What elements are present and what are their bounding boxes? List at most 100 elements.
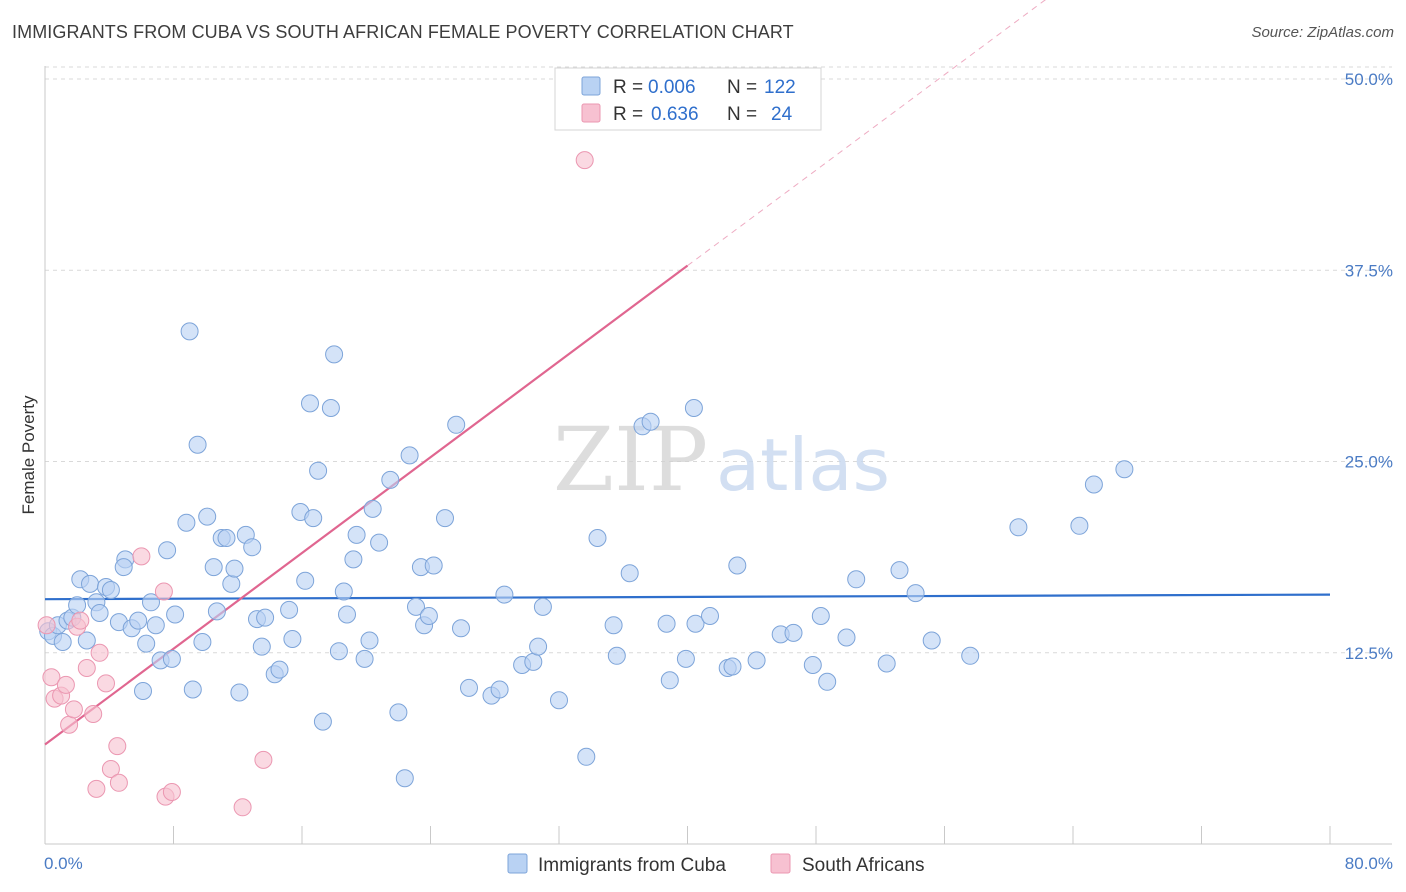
data-point	[37, 616, 56, 635]
x-tick-label-min: 0.0%	[44, 854, 83, 873]
data-point	[270, 660, 289, 679]
legend-swatch-cuba	[581, 76, 601, 96]
data-point	[363, 499, 382, 518]
series-cuba-points	[39, 322, 1134, 788]
x-tick-label-max: 80.0%	[1345, 854, 1393, 873]
y-axis-label: Female Poverty	[19, 395, 38, 515]
data-point	[837, 628, 856, 647]
stats-legend: R = 0.006 N = 122 R = 0.636 N = 24	[554, 67, 822, 131]
data-points	[37, 151, 1134, 817]
data-point	[460, 678, 478, 697]
data-point	[329, 642, 348, 661]
data-point	[42, 668, 61, 687]
data-point	[1115, 460, 1134, 479]
data-point	[158, 541, 177, 560]
data-point	[233, 798, 252, 817]
data-point	[53, 633, 72, 651]
data-point	[252, 637, 271, 656]
data-point	[811, 607, 830, 625]
data-point	[436, 509, 454, 528]
data-point	[84, 705, 103, 723]
data-point	[132, 547, 151, 566]
data-point	[370, 533, 389, 552]
data-point	[389, 703, 408, 722]
data-point	[301, 394, 319, 413]
data-point	[87, 779, 106, 798]
watermark-atlas: atlas	[716, 423, 890, 507]
data-point	[162, 783, 181, 801]
axes	[44, 66, 1392, 845]
data-point	[818, 672, 837, 691]
y-tick-label: 12.5%	[1345, 644, 1393, 663]
x-ticks	[44, 826, 1331, 844]
data-point	[166, 605, 185, 624]
series-legend-label-south-africans: South Africans	[802, 855, 925, 876]
data-point	[334, 582, 353, 601]
data-point	[114, 558, 133, 577]
data-point	[225, 559, 244, 578]
data-point	[56, 675, 75, 694]
series-legend-swatch-cuba	[507, 853, 528, 874]
data-point	[877, 654, 896, 673]
data-point	[280, 600, 299, 619]
series-legend: Immigrants from Cuba South Africans	[507, 853, 925, 876]
data-point	[728, 556, 747, 575]
data-point	[207, 602, 226, 621]
data-point	[81, 574, 99, 593]
data-point	[77, 659, 96, 677]
data-point	[676, 649, 695, 668]
data-point	[424, 556, 443, 575]
watermark: ZIP atlas	[553, 408, 890, 511]
legend-r-label-south-africans: R =	[613, 104, 643, 125]
y-tick-label: 50.0%	[1345, 70, 1393, 89]
series-legend-swatch-south-africans	[770, 853, 791, 874]
trend-line-cuba	[44, 593, 1331, 601]
data-point	[607, 646, 626, 665]
data-point	[686, 614, 705, 633]
data-point	[524, 652, 543, 671]
data-point	[256, 608, 275, 627]
data-point	[550, 691, 568, 710]
data-point	[847, 570, 866, 589]
trend-line-south-africans-extension	[687, 0, 1046, 267]
data-point	[146, 616, 165, 635]
data-point	[447, 415, 466, 434]
data-point	[204, 558, 223, 577]
data-point	[188, 435, 207, 454]
series-legend-label-cuba: Immigrants from Cuba	[538, 855, 726, 876]
data-point	[747, 651, 766, 670]
y-tick-labels: 12.5% 25.0% 37.5% 50.0%	[1345, 70, 1393, 663]
data-point	[890, 561, 909, 580]
data-point	[588, 529, 607, 547]
legend-n-label-south-africans: N =	[727, 104, 757, 125]
data-point	[109, 773, 128, 792]
data-point	[723, 657, 742, 676]
data-point	[381, 470, 400, 489]
data-point	[906, 584, 925, 603]
data-point	[803, 656, 822, 674]
data-point	[529, 637, 548, 656]
data-point	[243, 538, 262, 557]
data-point	[101, 760, 120, 778]
chart-title: IMMIGRANTS FROM CUBA VS SOUTH AFRICAN FE…	[12, 22, 794, 42]
data-point	[1009, 518, 1028, 537]
source-label: Source: ZipAtlas.com	[1251, 24, 1394, 41]
data-point	[71, 611, 90, 630]
data-point	[193, 633, 212, 651]
data-point	[154, 582, 173, 601]
data-point	[97, 674, 115, 693]
data-point	[490, 680, 509, 699]
y-tick-label: 37.5%	[1345, 261, 1393, 280]
data-point	[604, 616, 623, 635]
data-point	[64, 700, 83, 719]
data-point	[313, 712, 332, 731]
data-point	[1070, 516, 1089, 535]
data-point	[347, 525, 366, 544]
data-point	[533, 597, 552, 616]
data-point	[162, 649, 181, 668]
data-point	[452, 619, 470, 638]
data-point	[321, 399, 340, 417]
data-point	[620, 564, 639, 583]
data-point	[296, 571, 315, 590]
data-point	[577, 747, 596, 766]
